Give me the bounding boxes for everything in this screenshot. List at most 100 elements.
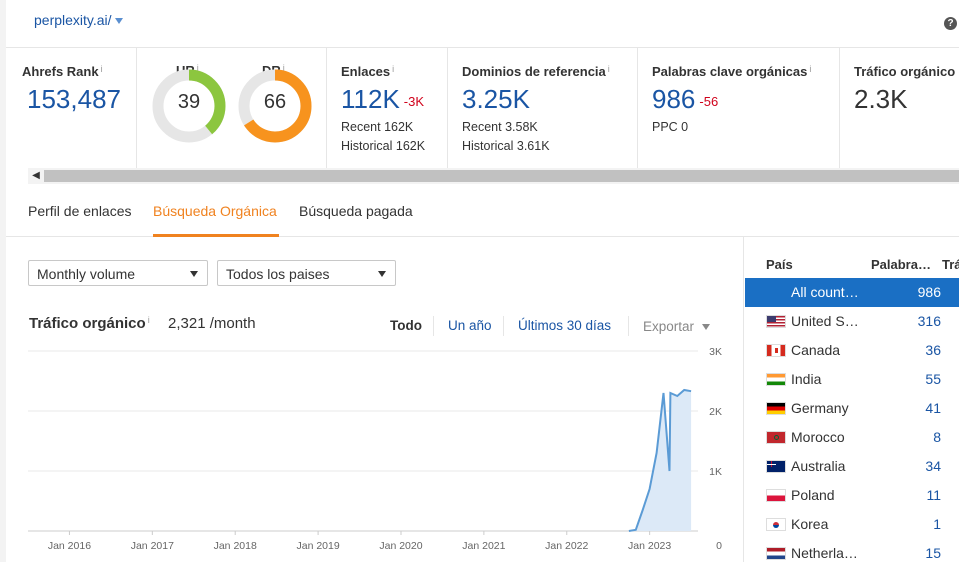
metric-value: 2.3K bbox=[854, 84, 908, 114]
export-button[interactable]: Exportar bbox=[643, 319, 711, 334]
ur-gauge-arc bbox=[152, 69, 226, 143]
metric-organic-traffic: Tráfico orgánico 2.3K bbox=[840, 48, 959, 169]
country-row[interactable]: Korea 1 bbox=[745, 510, 959, 539]
chevron-down-icon bbox=[190, 271, 198, 277]
col-header-country[interactable]: País bbox=[766, 257, 793, 272]
metric-value[interactable]: 3.25K bbox=[462, 84, 530, 114]
flag-ma-icon bbox=[766, 431, 786, 444]
chart-title: Tráfico orgánico bbox=[29, 315, 146, 332]
country-keywords-value[interactable]: 8 bbox=[933, 429, 941, 445]
country-keywords-value[interactable]: 986 bbox=[917, 284, 941, 300]
x-tick-label: Jan 2017 bbox=[131, 540, 174, 552]
info-icon[interactable]: i bbox=[282, 63, 285, 73]
info-icon[interactable]: i bbox=[147, 315, 150, 325]
left-gutter bbox=[0, 0, 6, 562]
series-line bbox=[628, 388, 692, 532]
country-keywords-value[interactable]: 1 bbox=[933, 516, 941, 532]
flag-pl-icon bbox=[766, 489, 786, 502]
country-keywords-value[interactable]: 316 bbox=[917, 313, 941, 329]
x-tick-label: Jan 2020 bbox=[379, 540, 422, 552]
metrics-strip: Ahrefs Rank i 153,487 UR i 39 DR i 66 Enlac… bbox=[6, 47, 959, 169]
country-select[interactable]: Todos los paises bbox=[217, 260, 396, 286]
y-tick-label: 2K bbox=[709, 406, 722, 418]
info-icon[interactable]: i bbox=[392, 64, 395, 74]
metric-value[interactable]: 112K bbox=[341, 84, 400, 114]
x-tick-label: Jan 2018 bbox=[214, 540, 257, 552]
country-row[interactable]: United S… 316 bbox=[745, 307, 959, 336]
metric-delta: -56 bbox=[699, 93, 719, 109]
country-row[interactable]: All count… 986 bbox=[745, 278, 959, 307]
y-tick-label: 0 bbox=[716, 540, 722, 552]
section-tabs: Perfil de enlaces Búsqueda Orgánica Búsq… bbox=[6, 185, 959, 237]
metric-label: Dominios de referencia bbox=[462, 64, 606, 79]
country-name: Australia bbox=[791, 458, 846, 474]
country-row[interactable]: India 55 bbox=[745, 365, 959, 394]
metric-label: Ahrefs Rank bbox=[22, 64, 99, 79]
metric-delta: -3K bbox=[403, 93, 425, 109]
range-divider bbox=[503, 316, 504, 336]
series-area bbox=[628, 390, 692, 531]
tab-organic-search[interactable]: Búsqueda Orgánica bbox=[153, 203, 277, 219]
country-select-value: Todos los paises bbox=[226, 266, 330, 282]
flag-ca-icon bbox=[766, 344, 786, 357]
range-one-year[interactable]: Un año bbox=[448, 318, 492, 333]
country-keywords-value[interactable]: 36 bbox=[925, 342, 941, 358]
horizontal-scrollbar[interactable]: ◀ bbox=[28, 168, 959, 184]
metric-links: Enlaces i 112K -3K Recent 162K Historical … bbox=[327, 48, 448, 169]
ur-value: 39 bbox=[177, 91, 201, 113]
country-keywords-value[interactable]: 55 bbox=[925, 371, 941, 387]
country-keywords-value[interactable]: 41 bbox=[925, 400, 941, 416]
chevron-down-icon bbox=[702, 324, 711, 331]
country-name: Canada bbox=[791, 342, 841, 358]
country-keywords-value[interactable]: 11 bbox=[926, 487, 941, 503]
country-name: Korea bbox=[791, 516, 829, 532]
info-icon[interactable]: i bbox=[196, 63, 199, 73]
flag-in-icon bbox=[766, 373, 786, 386]
tab-link-profile[interactable]: Perfil de enlaces bbox=[28, 203, 132, 219]
info-icon[interactable]: i bbox=[809, 64, 812, 74]
x-tick-label: Jan 2021 bbox=[462, 540, 505, 552]
scrollbar-thumb[interactable] bbox=[44, 170, 959, 182]
metric-value[interactable]: 986 bbox=[652, 84, 696, 114]
country-row[interactable]: Morocco 8 bbox=[745, 423, 959, 452]
country-name: Poland bbox=[791, 487, 835, 503]
range-divider bbox=[628, 316, 629, 336]
metric-label: Palabras clave orgánicas bbox=[652, 64, 808, 79]
country-row[interactable]: Australia 34 bbox=[745, 452, 959, 481]
metric-value: 153,487 bbox=[27, 84, 121, 114]
info-icon[interactable]: i bbox=[100, 64, 103, 74]
country-panel: País Palabra… Trá All count… 986 United S…… bbox=[743, 237, 959, 562]
export-label: Exportar bbox=[643, 319, 695, 334]
metric-ppc: PPC 0 bbox=[652, 120, 689, 134]
country-row[interactable]: Poland 11 bbox=[745, 481, 959, 510]
x-tick-label: Jan 2019 bbox=[296, 540, 339, 552]
country-keywords-value[interactable]: 34 bbox=[925, 458, 941, 474]
site-selector[interactable]: perplexity.ai/ bbox=[34, 12, 123, 28]
top-bar: perplexity.ai/ ? bbox=[0, 0, 959, 47]
ur-gauge: UR i 39 bbox=[151, 63, 227, 143]
flag-nl-icon bbox=[766, 547, 786, 560]
metric-referring-domains: Dominios de referencia i 3.25K Recent 3.5… bbox=[448, 48, 638, 169]
volume-select[interactable]: Monthly volume bbox=[28, 260, 208, 286]
info-icon[interactable]: i bbox=[607, 64, 610, 74]
dr-gauge-arc bbox=[238, 69, 312, 143]
country-row[interactable]: Netherla… 15 bbox=[745, 539, 959, 562]
country-row[interactable]: Germany 41 bbox=[745, 394, 959, 423]
active-tab-indicator bbox=[153, 234, 279, 237]
help-icon[interactable]: ? bbox=[944, 17, 957, 30]
country-name: India bbox=[791, 371, 822, 387]
dr-value: 66 bbox=[263, 91, 287, 113]
scroll-left-arrow-icon[interactable]: ◀ bbox=[28, 168, 44, 184]
country-keywords-value[interactable]: 15 bbox=[925, 545, 941, 561]
flag-us-icon bbox=[766, 315, 786, 328]
col-header-traffic[interactable]: Trá bbox=[942, 257, 959, 272]
metric-historical: Historical 162K bbox=[341, 139, 426, 153]
col-header-keywords[interactable]: Palabra… bbox=[871, 257, 931, 272]
country-row[interactable]: Canada 36 bbox=[745, 336, 959, 365]
y-tick-label: 3K bbox=[709, 346, 722, 358]
site-domain: perplexity.ai/ bbox=[34, 12, 112, 28]
range-last-30-days[interactable]: Últimos 30 días bbox=[518, 318, 612, 333]
range-all[interactable]: Todo bbox=[390, 318, 422, 333]
tab-paid-search[interactable]: Búsqueda pagada bbox=[299, 203, 413, 219]
metric-label: Tráfico orgánico bbox=[854, 64, 956, 79]
